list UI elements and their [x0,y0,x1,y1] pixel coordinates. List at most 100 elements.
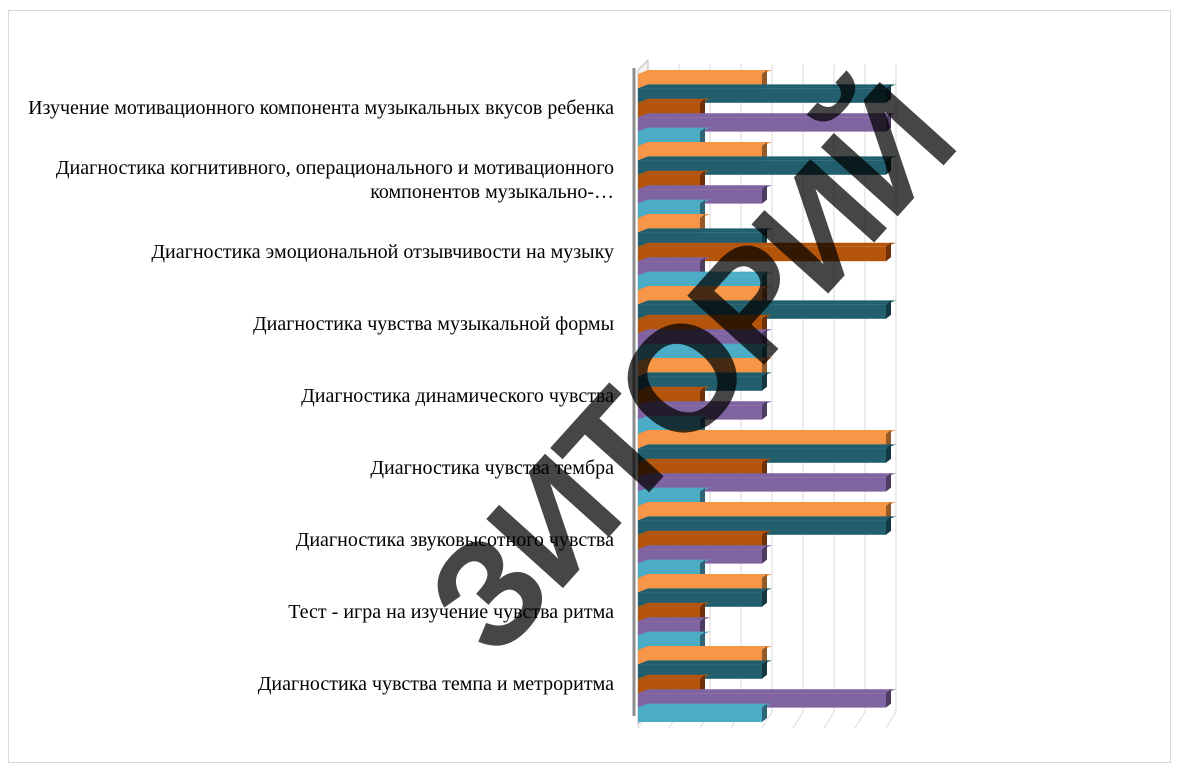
bar-top [638,588,772,593]
bar-top [638,473,896,478]
bar-top [638,228,772,233]
bar-end [762,545,767,564]
bar-end [886,84,891,103]
bar-top [638,430,896,434]
bar-end [762,588,767,607]
bar-top [638,127,710,132]
bar-top [638,487,710,492]
chart-frame [8,10,1171,763]
bar-end [762,314,767,334]
bar-end [762,343,767,362]
category-label: Тест - игра на изучение чувства ритма [288,601,614,623]
bar-end [700,617,705,636]
bar-top [638,401,772,406]
bar-end [762,401,767,420]
bar-end [700,257,705,276]
bar-end [762,228,767,247]
bar-end [762,458,767,478]
bar [638,707,762,722]
bar-end [700,199,705,218]
bar-top [638,674,710,679]
gridline-floor [761,711,773,729]
bar-top [638,559,710,564]
bar-top [638,530,772,535]
bar-top [638,214,710,218]
bar-top [638,329,772,334]
bar-top [638,617,710,622]
bar-end [762,646,767,665]
bar-end [762,358,767,377]
bar-top [638,286,772,290]
bar-end [700,415,705,434]
bar-top [638,84,896,89]
bar-end [886,516,891,535]
bar-end [700,674,705,694]
bar-top [638,415,710,420]
category-label: Изучение мотивационного компонента музык… [28,97,614,119]
category-label: Диагностика динамического чувства [301,385,614,407]
bar-top [638,271,772,276]
category-label: Диагностика когнитивного, операционально… [55,157,614,203]
bar-top [638,185,772,190]
bar-end [762,185,767,204]
bar-top [638,516,896,521]
bar-top [638,314,772,319]
bar-end [762,372,767,391]
category-label: Диагностика чувства музыкальной формы [252,313,614,335]
bar-top [638,502,896,506]
bar-end [700,487,705,506]
bar-top [638,257,710,262]
bar-end [762,142,767,161]
bar-top [638,343,772,348]
bar-end [886,444,891,463]
bar-end [886,156,891,175]
bar-end [886,689,891,708]
bar-end [700,602,705,622]
bar-top [638,142,772,146]
category-label: Диагностика звуковысотного чувства [295,529,614,551]
category-label: Диагностика чувства темпа и метроритма [257,673,614,695]
bar-top [638,242,896,247]
bar-end [700,127,705,146]
bar-end [700,214,705,233]
bar-end [886,473,891,492]
gridline-floor [823,711,835,729]
bar-top [638,156,896,161]
bar-end [762,70,767,89]
bar-top [638,358,772,362]
bar-end [762,574,767,593]
bar-top [638,199,710,204]
bar-top [638,545,772,550]
gridline-floor [885,711,897,729]
bar-top [638,372,772,377]
gridline-floor [792,711,804,729]
bar-top [638,602,710,607]
gridline-floor [854,711,866,729]
bar-top [638,444,896,449]
bar-end [762,530,767,550]
bar-top [638,458,772,463]
bar-top [638,300,896,305]
bar-top [638,703,772,708]
bar-top [638,646,772,650]
bar-end [762,703,767,722]
bar-end [886,242,891,262]
bar-end [762,329,767,348]
bar-top [638,386,710,391]
bar-top [638,98,710,103]
bar-end [762,660,767,679]
bar-end [886,300,891,319]
bar-top [638,70,772,74]
bar-end [762,286,767,305]
bar-top [638,660,772,665]
category-label: Диагностика эмоциональной отзывчивости н… [151,241,614,263]
bar-end [700,170,705,190]
bar-top [638,631,710,636]
bar-top [638,113,896,118]
bar-top [638,689,896,694]
bar-top [638,574,772,578]
bar-end [700,386,705,406]
bar-end [886,430,891,449]
bar-top [638,170,710,175]
